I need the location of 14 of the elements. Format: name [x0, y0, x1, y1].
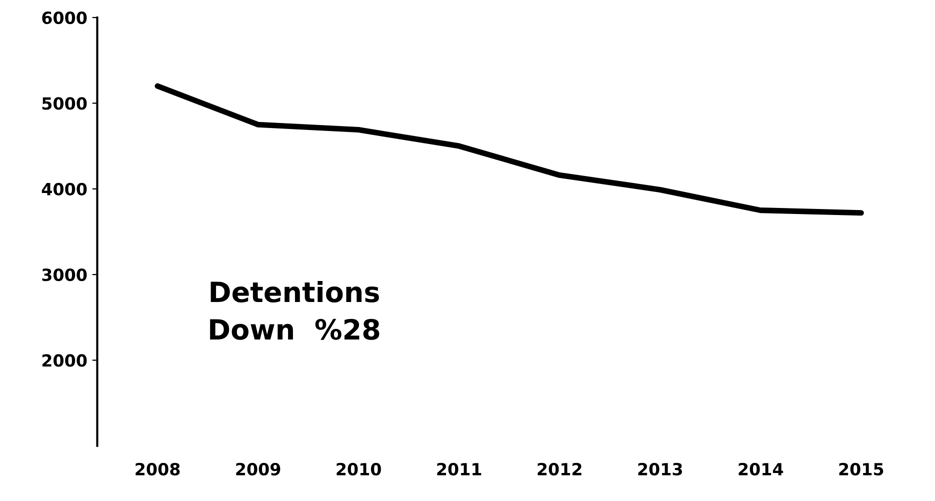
x-tick-label: 2014	[738, 462, 784, 476]
x-tick-label: 2009	[236, 462, 280, 476]
y-tick-label: 6000	[42, 11, 87, 24]
y-tick-label: 4000	[42, 182, 87, 196]
x-tick-label: 2008	[136, 462, 180, 476]
annotation: Detentions Down %28	[210, 280, 380, 340]
x-tick-label: 2011	[437, 462, 482, 476]
x-tick-label: 2012	[538, 462, 582, 476]
x-tick-label: 2015	[839, 462, 884, 476]
y-tick-label: 2000	[42, 354, 87, 367]
x-tick-label: 2013	[638, 462, 682, 476]
y-tick-label: 5000	[42, 97, 87, 110]
x-tick-label: 2010	[336, 462, 381, 476]
y-tick-label: 3000	[42, 268, 87, 282]
